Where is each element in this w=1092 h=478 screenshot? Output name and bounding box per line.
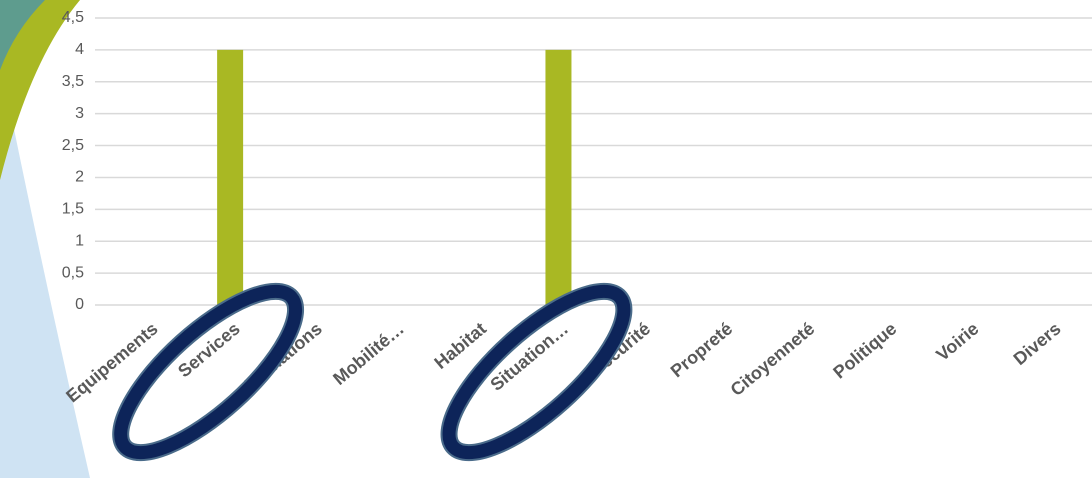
- y-tick-label: 1: [75, 232, 84, 249]
- decor-arc: [0, 0, 80, 180]
- y-tick-label: 2: [75, 169, 84, 186]
- y-tick-label: 3,5: [62, 73, 84, 90]
- x-tick-label: Politique: [829, 318, 900, 382]
- y-tick-label: 0,5: [62, 264, 84, 281]
- y-tick-label: 0: [75, 296, 84, 313]
- y-tick-label: 2,5: [62, 137, 84, 154]
- highlight-ellipse: [114, 284, 303, 460]
- x-tick-label: Voirie: [932, 318, 982, 365]
- y-tick-label: 4: [75, 41, 84, 58]
- bar: [545, 49, 572, 306]
- x-tick-label: Mobilité…: [329, 318, 408, 389]
- y-tick-label: 3: [75, 105, 84, 122]
- highlight-ellipse: [442, 284, 631, 460]
- x-tick-label: Propreté: [667, 318, 737, 381]
- y-tick-label: 1,5: [62, 201, 84, 218]
- y-tick-label: 4,5: [62, 9, 84, 26]
- x-tick-label: Citoyenneté: [727, 318, 819, 400]
- bar: [217, 49, 244, 306]
- background-shape: [0, 60, 90, 478]
- x-tick-label: Divers: [1010, 318, 1065, 369]
- decor-corner: [0, 0, 45, 70]
